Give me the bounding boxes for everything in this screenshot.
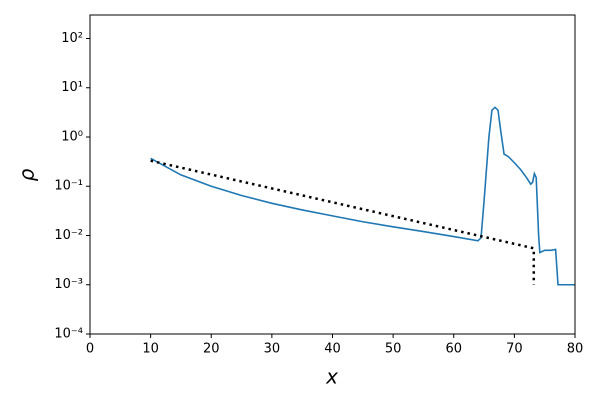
x-tick-label: 80 xyxy=(567,342,584,357)
x-axis-label: x xyxy=(325,365,338,389)
y-tick-label: 10⁻² xyxy=(54,228,83,243)
y-tick-label: 10⁻⁴ xyxy=(54,327,83,342)
plot-frame xyxy=(89,14,576,335)
x-tick-label: 60 xyxy=(445,342,462,357)
data-line xyxy=(150,106,575,286)
x-tick-label: 20 xyxy=(203,342,220,357)
x-tick-label: 30 xyxy=(264,342,281,357)
y-tick-label: 10⁰ xyxy=(61,129,83,144)
x-tick-label: 50 xyxy=(385,342,402,357)
x-tick-label: 10 xyxy=(142,342,159,357)
y-tick-label: 10¹ xyxy=(61,80,83,95)
x-tick-label: 70 xyxy=(506,342,523,357)
y-tick-label: 10⁻³ xyxy=(54,277,83,292)
y-tick-label: 10² xyxy=(61,31,83,46)
x-tick-label: 0 xyxy=(86,342,94,357)
y-axis-label: ρ xyxy=(15,168,39,181)
y-tick-label: 10⁻¹ xyxy=(54,179,83,194)
x-tick-label: 40 xyxy=(324,342,341,357)
data-line xyxy=(150,159,536,285)
